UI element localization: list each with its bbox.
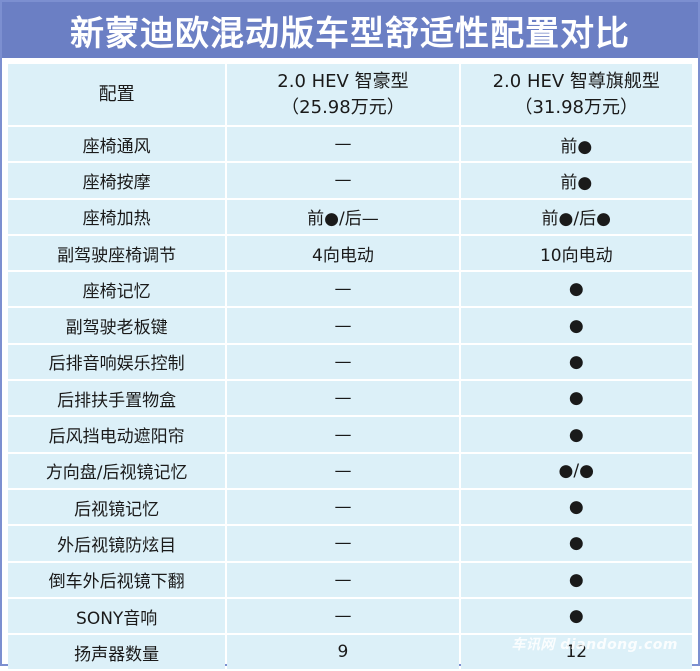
feature-cell: 座椅按摩 [8, 163, 226, 198]
trim-a-price: （25.98万元） [281, 96, 405, 118]
trim-a-cell: — [227, 526, 459, 561]
trim-a-header: 2.0 HEV 智豪型 （25.98万元） [227, 64, 459, 125]
trim-a-cell: — [227, 417, 459, 452]
feature-cell: 方向盘/后视镜记忆 [8, 453, 226, 488]
table-row: SONY音响 — ● [8, 598, 692, 634]
trim-b-cell: ● [460, 562, 692, 597]
table-row: 后视镜记忆 — ● [8, 489, 692, 525]
trim-a-cell: 4向电动 [227, 235, 459, 271]
table-row: 后排音响娱乐控制 — ● [8, 344, 692, 380]
table-row: 座椅按摩 — 前● [8, 163, 692, 198]
trim-b-cell: 前● [460, 163, 692, 198]
trim-b-header: 2.0 HEV 智尊旗舰型 （31.98万元） [460, 64, 692, 125]
trim-a-cell: — [227, 453, 459, 488]
trim-b-price: （31.98万元） [514, 96, 639, 118]
feature-cell: 座椅加热 [8, 199, 226, 234]
table-row: 座椅加热 前●/后— 前●/后● [8, 199, 692, 234]
feature-cell: SONY音响 [8, 598, 226, 634]
trim-b-name: 2.0 HEV 智尊旗舰型 [492, 70, 660, 92]
table-row: 后风挡电动遮阳帘 — ● [8, 417, 692, 452]
table-row: 座椅记忆 — ● [8, 272, 692, 307]
table-row: 座椅通风 — 前● [8, 127, 692, 162]
trim-a-cell: — [227, 127, 459, 162]
trim-b-cell: 前● [460, 127, 692, 162]
table-row: 方向盘/后视镜记忆 — ●/● [8, 453, 692, 488]
spec-table: 配置 2.0 HEV 智豪型 （25.98万元） 2.0 HEV 智尊旗舰型 （… [6, 62, 694, 671]
trim-b-cell: 12 [460, 635, 692, 670]
trim-b-cell: ● [460, 272, 692, 307]
feature-cell: 后排扶手置物盒 [8, 381, 226, 416]
trim-b-cell: ●/● [460, 453, 692, 488]
feature-cell: 后风挡电动遮阳帘 [8, 417, 226, 452]
table-header-row: 配置 2.0 HEV 智豪型 （25.98万元） 2.0 HEV 智尊旗舰型 （… [8, 64, 692, 125]
title-bar: 新蒙迪欧混动版车型舒适性配置对比 [2, 2, 698, 58]
feature-cell: 座椅通风 [8, 127, 226, 162]
feature-cell: 倒车外后视镜下翻 [8, 562, 226, 597]
feature-cell: 座椅记忆 [8, 272, 226, 307]
trim-a-cell: 前●/后— [227, 199, 459, 234]
feature-cell: 后排音响娱乐控制 [8, 344, 226, 380]
trim-a-cell: — [227, 598, 459, 634]
feature-cell: 副驾驶老板键 [8, 308, 226, 343]
table-row: 副驾驶老板键 — ● [8, 308, 692, 343]
table-row: 倒车外后视镜下翻 — ● [8, 562, 692, 597]
feature-column-header: 配置 [8, 64, 226, 125]
trim-a-cell: — [227, 489, 459, 525]
trim-b-cell: 前●/后● [460, 199, 692, 234]
trim-b-cell: ● [460, 308, 692, 343]
table-row: 扬声器数量 9 12 [8, 635, 692, 670]
trim-a-cell: — [227, 163, 459, 198]
page-title: 新蒙迪欧混动版车型舒适性配置对比 [70, 13, 630, 54]
trim-a-cell: 9 [227, 635, 459, 670]
trim-a-name: 2.0 HEV 智豪型 [277, 70, 409, 92]
trim-b-cell: 10向电动 [460, 235, 692, 271]
feature-cell: 扬声器数量 [8, 635, 226, 670]
trim-a-cell: — [227, 381, 459, 416]
table-row: 副驾驶座椅调节 4向电动 10向电动 [8, 235, 692, 271]
trim-b-cell: ● [460, 598, 692, 634]
feature-cell: 后视镜记忆 [8, 489, 226, 525]
trim-a-cell: — [227, 308, 459, 343]
trim-a-cell: — [227, 562, 459, 597]
trim-b-cell: ● [460, 526, 692, 561]
trim-a-cell: — [227, 272, 459, 307]
trim-b-cell: ● [460, 344, 692, 380]
feature-cell: 外后视镜防炫目 [8, 526, 226, 561]
trim-b-cell: ● [460, 381, 692, 416]
trim-b-cell: ● [460, 417, 692, 452]
table-row: 后排扶手置物盒 — ● [8, 381, 692, 416]
watermark: 车讯网 diandong.com [511, 637, 678, 653]
trim-a-cell: — [227, 344, 459, 380]
trim-b-cell: ● [460, 489, 692, 525]
feature-cell: 副驾驶座椅调节 [8, 235, 226, 271]
table-row: 外后视镜防炫目 — ● [8, 526, 692, 561]
